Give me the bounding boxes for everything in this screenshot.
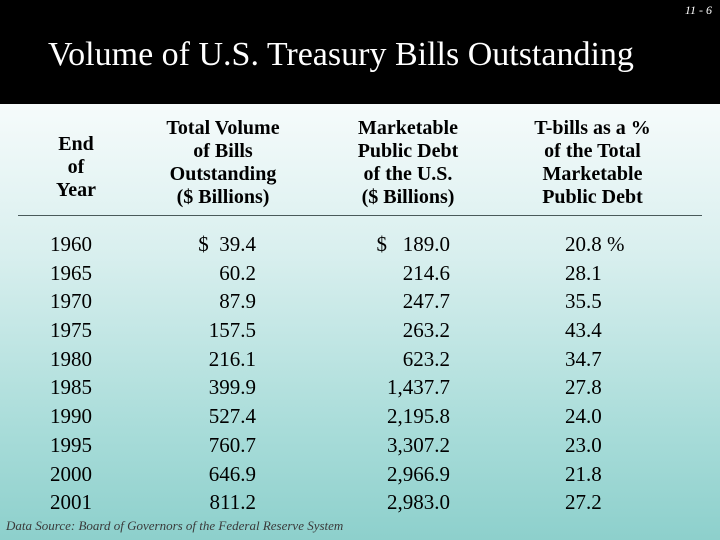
- volume-cell: 527.4: [208, 404, 256, 429]
- page-number: 11 - 6: [684, 3, 712, 17]
- volume-cell: 157.5: [208, 318, 256, 343]
- header-total-volume: Total Volume of Bills Outstanding ($ Bil…: [166, 117, 280, 208]
- percent-cell: 20.8 %: [565, 232, 625, 256]
- volume-cell: 216.1: [208, 346, 256, 371]
- percent-cell: 43.4: [565, 318, 602, 343]
- year-cell: 1980: [50, 346, 92, 371]
- debt-cell: 2,966.9: [387, 461, 450, 486]
- volume-cell: 399.9: [208, 375, 256, 400]
- debt-cell: $ 189.0: [376, 232, 451, 256]
- year-cell: 2000: [50, 461, 92, 486]
- header-end-of-year: End of Year: [56, 133, 96, 201]
- year-cell: 1990: [50, 404, 92, 429]
- header-tbills-percent: T-bills as a % of the Total Marketable P…: [534, 117, 651, 208]
- volume-cell: 811.2: [209, 490, 256, 515]
- percent-cell: 21.8: [565, 461, 602, 486]
- year-cell: 1970: [50, 289, 92, 314]
- year-cell: 2001: [50, 490, 92, 515]
- percent-cell: 34.7: [565, 346, 602, 371]
- year-cell: 1975: [50, 318, 92, 343]
- percent-cell: 23.0: [565, 432, 602, 457]
- percent-cell: 27.2: [565, 490, 602, 515]
- year-cell: 1965: [50, 260, 92, 285]
- debt-cell: 214.6: [402, 260, 450, 285]
- year-column: 1960 1965 1970 1975 1980 1985 1990 1995 2000 2001: [50, 230, 120, 517]
- debt-cell: 247.7: [402, 289, 450, 314]
- percent-cell: 28.1: [565, 260, 602, 285]
- slide-title: Volume of U.S. Treasury Bills Outstandin…: [48, 36, 634, 73]
- percent-cell: 35.5: [565, 289, 602, 314]
- volume-cell: 760.7: [208, 432, 256, 457]
- year-cell: 1995: [50, 432, 92, 457]
- percent-column: 20.8 % 28.1 35.5 43.4 34.7 27.8 24.0 23.0 21.8 27…: [565, 230, 655, 517]
- volume-cell: $ 39.4: [198, 232, 256, 256]
- volume-cell: 60.2: [219, 260, 256, 285]
- volume-cell: 646.9: [208, 461, 256, 486]
- debt-cell: 3,307.2: [387, 432, 450, 457]
- debt-cell: 2,983.0: [387, 490, 450, 515]
- year-cell: 1985: [50, 375, 92, 400]
- year-cell: 1960: [50, 232, 92, 256]
- header-divider: [18, 215, 702, 216]
- slide-header: 11 - 6 Volume of U.S. Treasury Bills Out…: [0, 0, 720, 104]
- percent-cell: 24.0: [565, 404, 602, 429]
- debt-cell: 263.2: [402, 318, 450, 343]
- data-source-note: Data Source: Board of Governors of the F…: [6, 518, 344, 533]
- header-marketable-debt: Marketable Public Debt of the U.S. ($ Bi…: [357, 117, 459, 208]
- debt-cell: 2,195.8: [387, 404, 450, 429]
- slide-body: [0, 104, 720, 540]
- debt-column: $ 189.0 214.6 247.7 263.2 623.2 1,437.7 2,195.…: [338, 230, 451, 517]
- volume-cell: 87.9: [219, 289, 256, 314]
- debt-cell: 1,437.7: [387, 375, 450, 400]
- percent-cell: 27.8: [565, 375, 602, 400]
- debt-cell: 623.2: [402, 346, 450, 371]
- volume-column: $ 39.4 60.2 87.9 157.5 216.1 399.9 527.4 760.7 6…: [160, 230, 256, 517]
